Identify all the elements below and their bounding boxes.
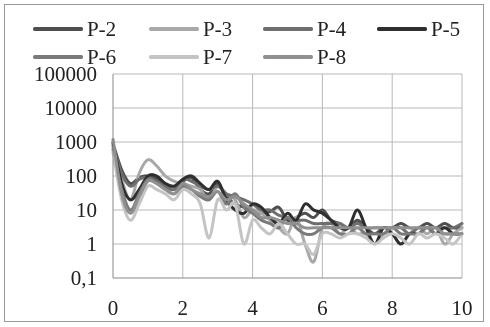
y-tick-label: 10: [76, 198, 97, 222]
legend-item-p-6: P-6: [33, 45, 116, 69]
legend-item-p-8: P-8: [263, 45, 346, 69]
x-tick-label: 0: [108, 296, 119, 320]
y-tick-label: 100000: [34, 62, 97, 86]
legend-label: P-3: [203, 17, 232, 41]
y-tick-labels: 100000 10000 1000 100 10 1 0,1: [34, 62, 97, 290]
series-group: [111, 137, 464, 264]
x-tick-label: 2: [178, 296, 189, 320]
legend-label: P-7: [203, 45, 232, 69]
x-tick-labels: 0 2 4 6 8 10: [108, 296, 473, 320]
legend-label: P-5: [431, 17, 460, 41]
legend: P-2 P-3 P-4 P-5 P-6 P-7 P-8: [33, 17, 460, 69]
legend-item-p-7: P-7: [149, 45, 232, 69]
y-tick-label: 1: [87, 232, 98, 256]
x-tick-label: 6: [317, 296, 328, 320]
y-tick-label: 100: [66, 164, 98, 188]
x-tick-label: 10: [452, 296, 473, 320]
legend-item-p-5: P-5: [377, 17, 460, 41]
x-tick-label: 8: [387, 296, 398, 320]
y-tick-label: 1000: [55, 130, 97, 154]
y-tick-label: 0,1: [71, 266, 97, 290]
legend-item-p-4: P-4: [263, 17, 347, 41]
x-tick-label: 4: [247, 296, 258, 320]
y-tick-label: 10000: [45, 96, 98, 120]
legend-label: P-8: [317, 45, 346, 69]
series-line-p-8: [111, 137, 464, 236]
legend-label: P-4: [317, 17, 347, 41]
legend-label: P-2: [87, 17, 116, 41]
legend-item-p-2: P-2: [33, 17, 116, 41]
legend-label: P-6: [87, 45, 116, 69]
axes: [112, 74, 462, 279]
series-line-p-7: [111, 150, 464, 256]
legend-item-p-3: P-3: [149, 17, 232, 41]
